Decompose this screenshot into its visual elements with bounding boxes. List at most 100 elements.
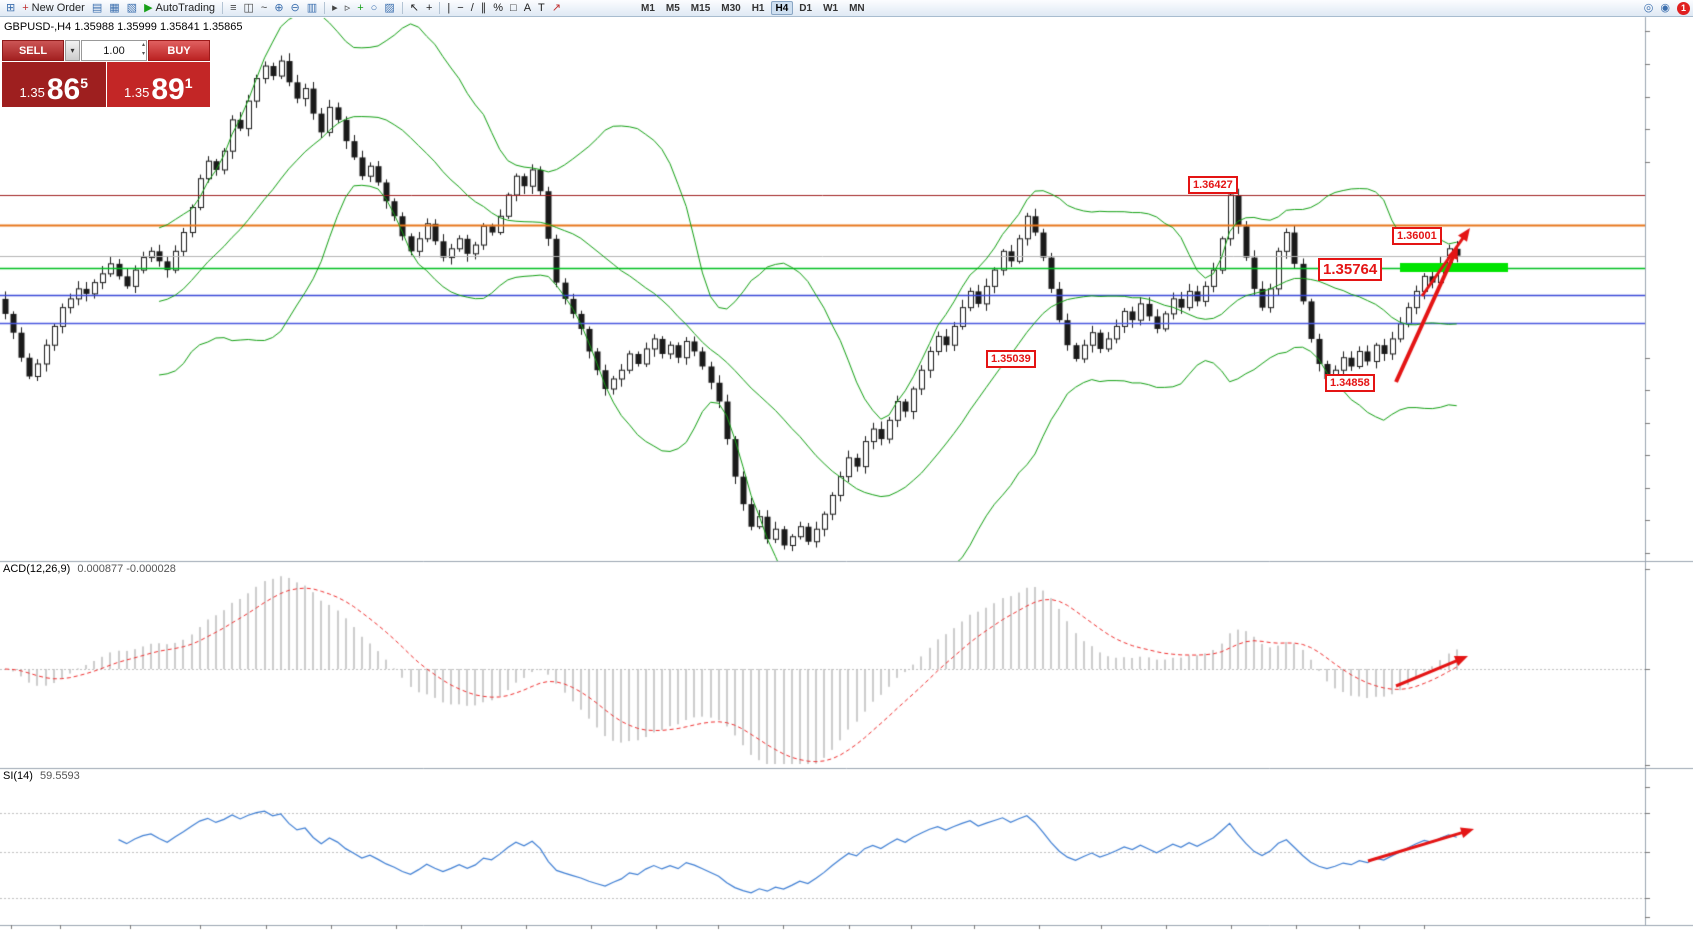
buy-price-sup: 1 <box>184 75 193 91</box>
fibonacci-icon[interactable]: % <box>490 1 506 16</box>
templates-icon: ▨ <box>384 1 395 14</box>
annotation-label[interactable]: 1.36001 <box>1392 227 1442 245</box>
market-watch-icon: ▤ <box>91 1 103 14</box>
one-click-trading-panel: SELL ▾ 1.00 ▴ ▾ BUY 1.35 86 5 1.35 89 <box>2 40 210 107</box>
autotrading-button-label: AutoTrading <box>155 2 216 14</box>
zoom-in-icon[interactable]: ⊕ <box>271 1 286 16</box>
autotrading-icon: ▶ <box>144 1 153 14</box>
sell-button[interactable]: SELL <box>2 40 64 61</box>
navigator-icon: ▧ <box>126 1 138 14</box>
indicators-icon: + <box>357 1 364 14</box>
horizontal-line-icon[interactable]: − <box>454 1 466 16</box>
buy-button[interactable]: BUY <box>148 40 210 61</box>
macd-name: ACD(12,26,9) <box>3 563 71 575</box>
shapes-icon: □ <box>510 1 517 14</box>
sell-price-display[interactable]: 1.35 86 5 <box>2 62 106 107</box>
periods-icon: ○ <box>370 1 378 14</box>
line-chart-icon[interactable]: ~ <box>258 1 270 16</box>
market-watch-icon[interactable]: ▤ <box>89 1 105 16</box>
timeframe-m30[interactable]: M30 <box>716 1 745 15</box>
channel-icon[interactable]: ∥ <box>478 1 490 16</box>
timeframe-h4[interactable]: H4 <box>770 1 794 15</box>
text-label-icon: T <box>538 1 545 14</box>
chart-shift-icon: ▹ <box>344 1 351 14</box>
macd-values: 0.000877 -0.000028 <box>77 563 176 575</box>
volume-spinner[interactable]: ▴ ▾ <box>142 41 145 59</box>
spinner-up-icon: ▴ <box>141 42 145 48</box>
annotation-label[interactable]: 1.35764 <box>1318 258 1383 281</box>
notifications-badge[interactable]: 1 <box>1677 1 1690 15</box>
indicators-icon[interactable]: + <box>354 1 366 16</box>
cursor-icon[interactable]: ↖ <box>407 1 422 16</box>
rsi-label: SI(14) 59.5593 <box>3 770 80 782</box>
trendline-icon: / <box>470 1 474 14</box>
toolbar-separator <box>401 2 403 14</box>
new-order-icon: + <box>22 1 29 14</box>
candlestick-chart-icon[interactable]: ◫ <box>240 1 256 16</box>
buy-price-display[interactable]: 1.35 89 1 <box>106 62 210 107</box>
ohlc-values: 1.35988 1.35999 1.35841 1.35865 <box>74 21 243 33</box>
data-window-icon: ▦ <box>109 1 120 14</box>
candlestick-chart-icon: ◫ <box>243 1 254 14</box>
timeframe-h1[interactable]: H1 <box>747 1 770 15</box>
chevron-down-icon: ▾ <box>70 46 75 55</box>
annotation-label[interactable]: 1.36427 <box>1188 176 1238 194</box>
vertical-line-icon[interactable]: | <box>444 1 453 16</box>
templates-icon[interactable]: ▨ <box>381 1 397 16</box>
annotation-label[interactable]: 1.34858 <box>1325 374 1375 392</box>
spinner-down-icon: ▾ <box>141 51 145 57</box>
timeframe-d1[interactable]: D1 <box>794 1 817 15</box>
trendline-icon[interactable]: / <box>468 1 477 16</box>
text-icon[interactable]: A <box>521 1 534 16</box>
community-icon[interactable]: ◉ <box>1657 1 1673 16</box>
symbol-ohlc-label: GBPUSD-,H4 1.35988 1.35999 1.35841 1.358… <box>4 21 243 33</box>
shapes-icon[interactable]: □ <box>507 1 520 16</box>
data-window-icon[interactable]: ▦ <box>106 1 122 16</box>
zoom-out-icon: ⊖ <box>290 1 300 14</box>
horizontal-line-icon: − <box>457 1 464 14</box>
toolbar-separator <box>324 2 326 14</box>
periods-icon[interactable]: ○ <box>368 1 381 16</box>
volume-input[interactable]: 1.00 ▴ ▾ <box>81 40 147 61</box>
rsi-value: 59.5593 <box>40 770 80 782</box>
navigator-icon[interactable]: ▧ <box>124 1 140 16</box>
annotation-label[interactable]: 1.35039 <box>986 350 1036 368</box>
chart-shift-icon[interactable]: ▹ <box>342 1 354 16</box>
zoom-in-icon: ⊕ <box>274 1 284 14</box>
new-order-button-label: New Order <box>31 2 85 14</box>
new-order-button[interactable]: + New Order <box>19 1 88 16</box>
timeframe-mn[interactable]: MN <box>844 1 870 15</box>
text-icon: A <box>523 1 532 14</box>
autotrading-button[interactable]: ▶ AutoTrading <box>141 1 218 16</box>
bar-chart-icon[interactable]: ≡ <box>227 1 239 16</box>
toolbar-separator <box>439 2 441 14</box>
timeframe-w1[interactable]: W1 <box>818 1 843 15</box>
auto-scroll-icon[interactable]: ▸ <box>329 1 341 16</box>
tile-windows-icon: ▥ <box>306 1 318 14</box>
terminal-icon[interactable]: ⊞ <box>3 1 18 16</box>
macd-label: ACD(12,26,9) 0.000877 -0.000028 <box>3 563 176 575</box>
search-icon[interactable]: ◎ <box>1641 1 1657 16</box>
text-label-icon[interactable]: T <box>535 1 548 16</box>
cursor-icon: ↖ <box>409 1 419 14</box>
sell-price-head: 1.35 <box>19 85 45 100</box>
crosshair-icon[interactable]: + <box>423 1 435 16</box>
volume-preset-dropdown[interactable]: ▾ <box>65 40 80 61</box>
crosshair-icon: + <box>425 1 433 14</box>
bar-chart-icon: ≡ <box>230 1 237 14</box>
buy-price-head: 1.35 <box>124 85 150 100</box>
timeframe-m15[interactable]: M15 <box>686 1 715 15</box>
tile-windows-icon[interactable]: ▥ <box>304 1 320 16</box>
search-icon: ◎ <box>1643 1 1654 14</box>
rsi-name: SI(14) <box>3 770 33 782</box>
timeframe-m1[interactable]: M1 <box>636 1 660 15</box>
arrows-tool-icon[interactable]: ↗ <box>549 1 564 16</box>
symbol-label: GBPUSD-,H4 <box>4 21 72 33</box>
zoom-out-icon[interactable]: ⊖ <box>288 1 303 16</box>
timeframe-m5[interactable]: M5 <box>661 1 685 15</box>
line-chart-icon: ~ <box>260 1 268 14</box>
sell-price-sup: 5 <box>80 75 88 91</box>
arrows-tool-icon: ↗ <box>551 1 561 14</box>
sell-price-big: 86 <box>46 73 81 106</box>
